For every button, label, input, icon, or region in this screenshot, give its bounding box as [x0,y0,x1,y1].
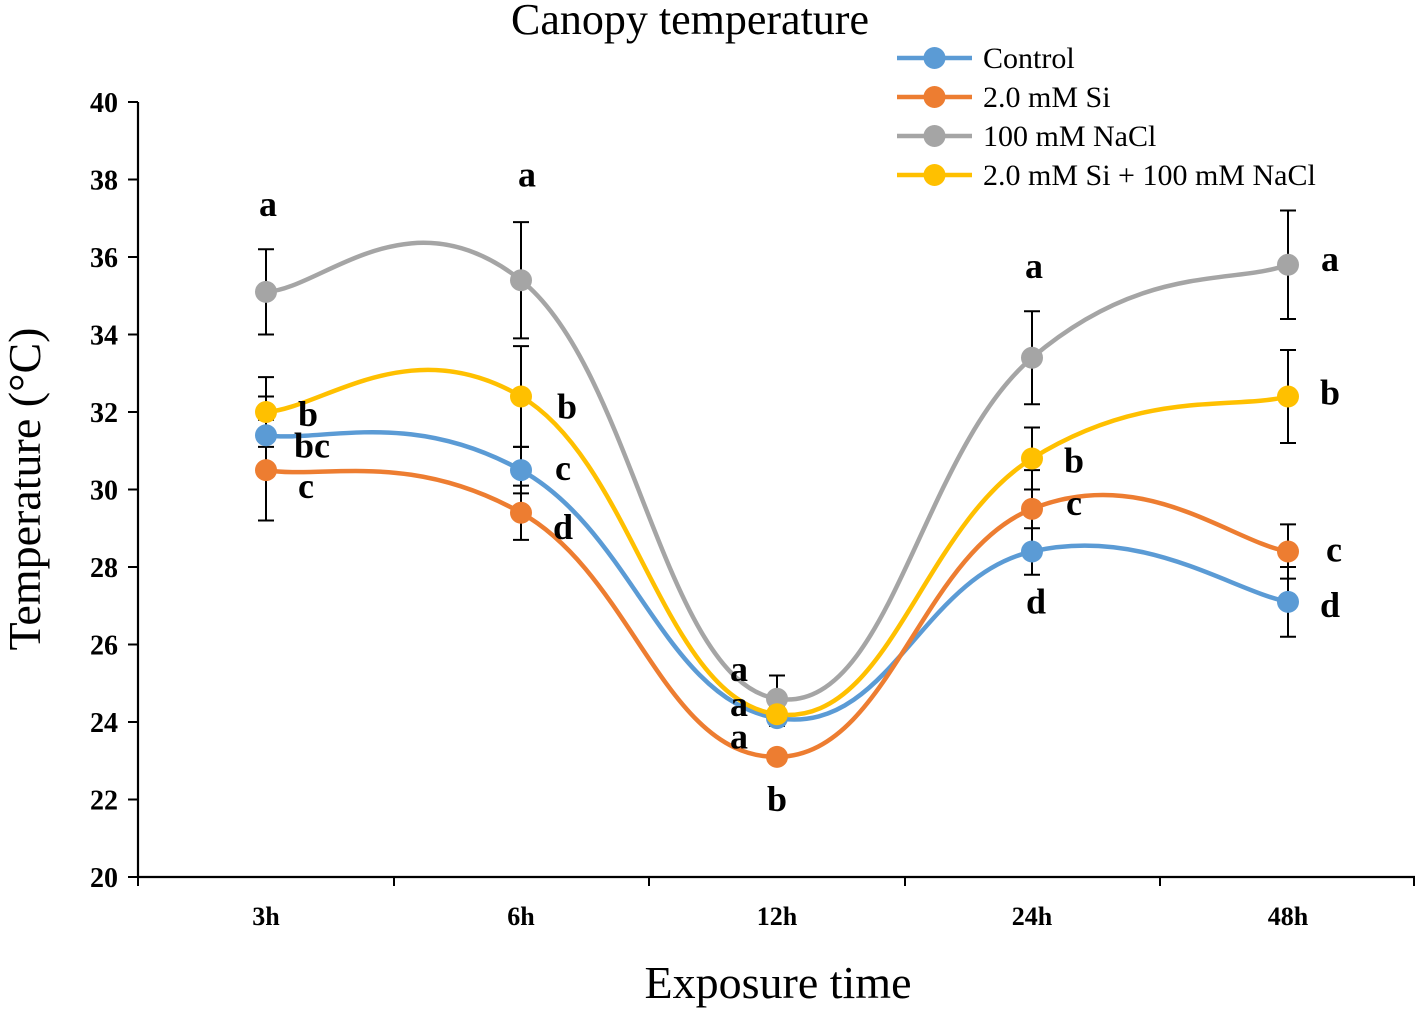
significance-letter: d [1320,585,1340,625]
data-point [1277,253,1299,276]
y-tick-label: 34 [90,321,118,352]
y-tick-label: 36 [90,243,118,274]
significance-letter: c [555,448,571,488]
data-points [255,253,1299,768]
data-point [510,385,532,408]
y-tick-label: 20 [90,863,118,894]
data-point [510,459,532,482]
y-tick-labels: 20 22 24 26 28 30 32 34 36 38 40 [90,88,118,894]
y-tick-label: 26 [90,631,118,662]
data-point [766,703,788,726]
significance-letter: a [259,184,277,224]
y-tick-label: 40 [90,88,118,119]
data-point [766,687,788,710]
y-tick-label: 22 [90,786,118,817]
data-point [255,459,277,482]
significance-letter: a [1025,246,1043,286]
significance-letter: c [1066,483,1082,523]
x-tick-label: 12h [757,902,798,931]
data-point [1277,590,1299,613]
significance-letter: d [553,507,573,547]
legend-swatch-marker [923,47,946,69]
significance-letter: c [298,466,314,506]
data-point [1277,385,1299,408]
significance-letter: b [1064,441,1084,481]
y-tick-label: 24 [90,708,118,739]
x-axis-title: Exposure time [645,957,912,1008]
legend-swatch-marker [923,86,946,108]
chart-title: Canopy temperature [511,0,869,44]
x-tick-label: 24h [1012,902,1053,931]
data-point [510,501,532,524]
data-point [1021,346,1043,369]
significance-letter: a [730,716,748,756]
y-tick-label: 38 [90,166,118,197]
significance-letter: b [767,779,787,819]
data-point [1021,540,1043,563]
y-axis-title: Temperature (°C) [0,328,50,651]
significance-letter: a [730,684,748,724]
legend-label: Control [983,42,1075,75]
significance-letter: a [730,649,748,689]
data-point [1021,497,1043,520]
significance-letter: c [1326,530,1342,570]
data-point [1277,540,1299,563]
x-tick-labels: 3h 6h 12h 24h 48h [252,902,1309,931]
legend-label: 2.0 mM Si [983,81,1111,114]
y-tick-label: 30 [90,476,118,507]
legend-swatch-marker [923,164,946,186]
y-tick-label: 32 [90,398,118,429]
data-point [255,280,277,303]
significance-letter: bc [294,425,330,465]
x-tick-label: 48h [1268,902,1309,931]
legend-label: 100 mM NaCl [983,120,1156,153]
data-point [255,401,277,423]
significance-letter: b [557,387,577,427]
data-point [255,424,277,447]
data-point [766,745,788,768]
y-tick-label: 28 [90,553,118,584]
significance-letter: a [518,154,536,194]
series-line [263,367,1291,718]
significance-letter: d [1026,582,1046,622]
legend: Control 2.0 mM Si 100 mM NaCl 2.0 mM Si + 1… [897,42,1316,192]
x-tick-label: 3h [252,902,280,931]
series-line [263,240,1291,702]
legend-swatch-marker [923,125,946,147]
axes [128,101,1415,886]
data-point [1021,447,1043,470]
data-point [510,269,532,292]
x-tick-label: 6h [507,902,535,931]
legend-label: 2.0 mM Si + 100 mM NaCl [983,159,1316,192]
significance-letter: a [1321,239,1339,279]
significance-letter: b [1320,373,1340,413]
significance-letter: b [298,394,318,434]
